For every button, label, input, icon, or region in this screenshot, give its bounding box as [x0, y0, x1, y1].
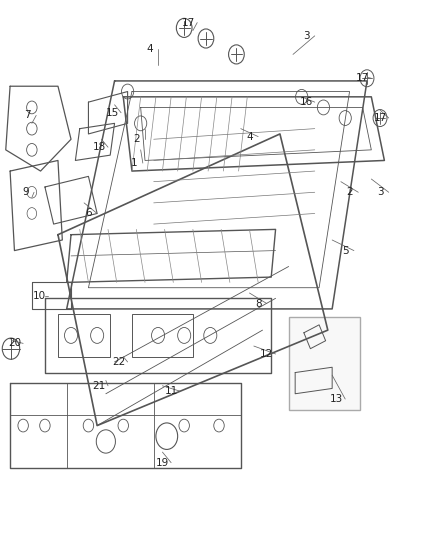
Text: 16: 16: [300, 97, 313, 107]
Text: 3: 3: [303, 31, 309, 41]
Text: 21: 21: [93, 381, 106, 391]
Text: 10: 10: [33, 290, 46, 301]
Text: 11: 11: [165, 386, 178, 396]
Text: 3: 3: [377, 187, 383, 197]
Text: 9: 9: [22, 187, 28, 197]
Text: 4: 4: [246, 132, 253, 142]
Text: 17: 17: [356, 73, 369, 83]
Text: 18: 18: [93, 142, 106, 152]
Text: 6: 6: [85, 208, 92, 219]
Text: 17: 17: [182, 18, 195, 28]
Text: 2: 2: [346, 187, 353, 197]
Text: 15: 15: [106, 108, 119, 118]
Text: 5: 5: [342, 246, 349, 256]
Text: 20: 20: [8, 338, 21, 349]
Text: 17: 17: [374, 113, 387, 123]
Bar: [58, 314, 110, 357]
Text: 7: 7: [24, 110, 31, 120]
Text: 13: 13: [330, 394, 343, 404]
Text: 19: 19: [156, 458, 169, 467]
Text: 1: 1: [131, 158, 138, 168]
Text: 2: 2: [133, 134, 140, 144]
Bar: [289, 317, 360, 410]
Text: 4: 4: [146, 44, 153, 54]
Bar: [132, 314, 193, 357]
Text: 22: 22: [112, 357, 126, 367]
Text: 12: 12: [260, 349, 273, 359]
Text: 8: 8: [255, 298, 261, 309]
